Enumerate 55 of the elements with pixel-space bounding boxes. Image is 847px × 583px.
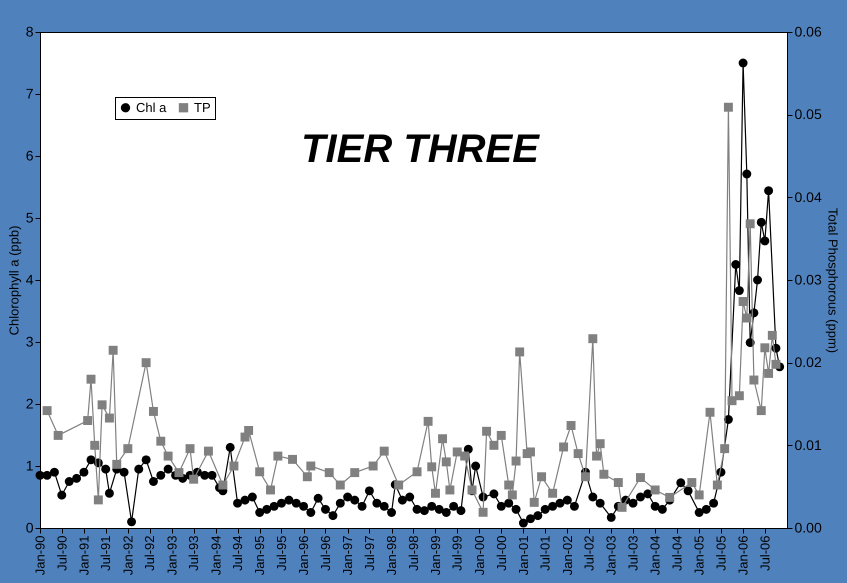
x-tick-label: Jan-00	[472, 536, 487, 576]
x-tick-label: Jul-99	[450, 536, 465, 571]
y2-tick-label: 0.02	[794, 354, 822, 370]
x-tick-label: Jul-90	[54, 536, 70, 571]
x-tick-label: Jan-94	[208, 536, 224, 576]
annotation: TIER THREE	[301, 127, 540, 171]
y-tick-label: 3	[26, 334, 34, 350]
x-tick-label: Jul-97	[362, 536, 377, 571]
x-tick-label: Jul-96	[318, 536, 333, 571]
y2-tick-label: 0.00	[794, 520, 822, 536]
y2-tick-label: 0.06	[794, 24, 822, 40]
y-tick-label: 5	[26, 210, 34, 226]
x-tick-label: Jul-06	[757, 536, 772, 571]
x-tick-label: Jul-05	[713, 536, 728, 571]
y2-tick-label: 0.05	[794, 106, 822, 122]
x-tick-label: Jul-98	[406, 536, 421, 571]
x-tick-label: Jul-91	[98, 536, 114, 571]
y-tick-label: 8	[26, 24, 34, 40]
legend-label: Chl a	[136, 100, 168, 115]
x-tick-label: Jan-99	[428, 536, 443, 576]
x-tick-label: Jul-02	[582, 536, 597, 571]
x-tick-label: Jan-91	[76, 536, 92, 576]
x-tick-label: Jan-95	[252, 536, 268, 576]
x-tick-label: Jul-04	[670, 536, 685, 571]
legend-label: TP	[194, 100, 211, 115]
y-tick-label: 2	[26, 396, 34, 412]
x-tick-label: Jul-94	[230, 536, 246, 571]
x-tick-label: Jan-96	[296, 536, 312, 576]
y-tick-label: 1	[26, 458, 34, 474]
y-tick-label: 4	[26, 272, 34, 288]
x-tick-label: Jan-06	[736, 536, 751, 576]
y2-tick-label: 0.03	[794, 272, 822, 288]
y-tick-label: 6	[26, 148, 34, 164]
x-tick-label: Jul-03	[626, 536, 641, 571]
y-axis-title: Chlorophyll a (ppb)	[6, 226, 22, 336]
x-tick-label: Jan-93	[164, 536, 180, 576]
x-tick-label: Jan-97	[340, 536, 356, 576]
y2-tick-label: 0.01	[794, 436, 822, 453]
x-tick-label: Jul-00	[494, 536, 509, 571]
y2-axis-title: Total Phosphorous (ppm)	[826, 208, 841, 354]
x-tick-label: Jan-98	[384, 536, 400, 576]
x-tick-label: Jan-90	[32, 536, 48, 576]
y-tick-label: 0	[26, 520, 34, 536]
x-tick-label: Jul-95	[274, 536, 289, 571]
y2-tick-label: 0.04	[794, 188, 822, 205]
x-tick-label: Jan-02	[560, 536, 575, 576]
x-tick-label: Jan-03	[604, 536, 619, 576]
x-tick-label: Jan-05	[692, 536, 707, 576]
x-tick-label: Jul-93	[186, 536, 202, 571]
y-tick-label: 7	[26, 86, 34, 102]
x-tick-label: Jan-92	[120, 536, 136, 576]
x-tick-label: Jan-01	[516, 536, 531, 576]
x-tick-label: Jan-04	[648, 536, 663, 576]
x-tick-label: Jul-01	[538, 536, 553, 571]
x-tick-label: Jul-92	[142, 536, 158, 571]
